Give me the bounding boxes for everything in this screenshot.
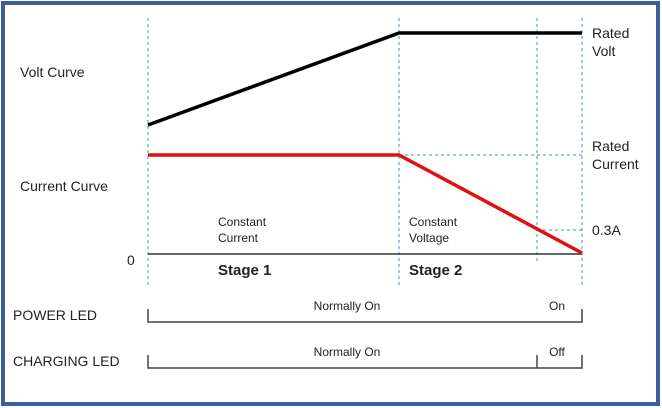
rated-current-label-2: Current: [592, 156, 639, 172]
stage1-mode-2: Current: [218, 231, 259, 245]
power-led-bracket: [147, 309, 583, 323]
charging-led-label: CHARGING LED: [13, 353, 120, 369]
current-curve-line: [148, 153, 583, 255]
charging-led-end-state: Off: [549, 345, 565, 359]
volt-curve-line: [147, 31, 582, 127]
stage1-mode-1: Constant: [218, 215, 267, 229]
power-led-label: POWER LED: [13, 307, 97, 323]
charging-led-bracket: [147, 355, 583, 369]
rated-volt-label-1: Rated: [592, 25, 629, 41]
zero-label: 0: [127, 252, 135, 268]
power-led-main-state: Normally On: [314, 299, 381, 313]
current-curve-label: Current Curve: [20, 178, 108, 194]
cutoff-current-label: 0.3A: [592, 222, 621, 238]
stage1-label: Stage 1: [218, 262, 271, 279]
rated-volt-label-2: Volt: [592, 43, 615, 59]
stage2-mode-1: Constant: [409, 215, 458, 229]
stage2-label: Stage 2: [409, 262, 462, 279]
volt-curve-label: Volt Curve: [20, 64, 85, 80]
rated-current-label-1: Rated: [592, 138, 629, 154]
power-led-end-state: On: [549, 299, 565, 313]
charging-led-main-state: Normally On: [314, 345, 381, 359]
stage2-mode-2: Voltage: [409, 231, 449, 245]
